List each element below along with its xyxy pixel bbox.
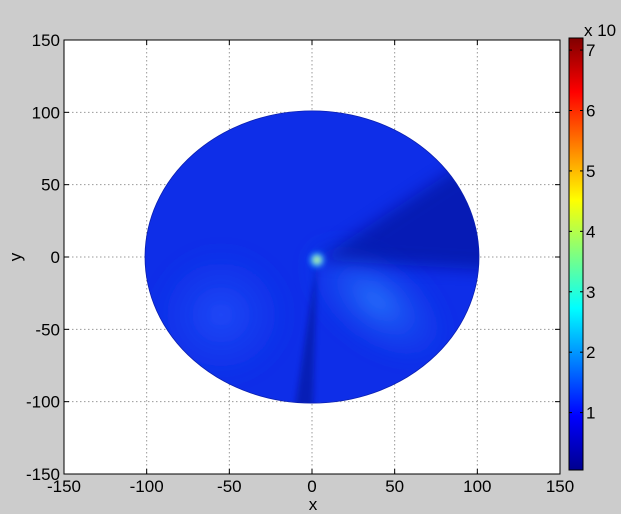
y-tick-label: -100: [26, 393, 60, 412]
y-tick-label: 100: [32, 103, 60, 122]
colorbar: [568, 37, 584, 471]
disk-outline: [144, 110, 480, 404]
y-tick-label: -150: [26, 465, 60, 484]
x-tick-label: 150: [546, 477, 574, 496]
x-tick-label: -150: [47, 477, 81, 496]
x-tick-label: -100: [130, 477, 164, 496]
y-axis-label: y: [6, 252, 25, 261]
field-south-east-lobe: [297, 230, 456, 370]
y-tick-label: 50: [41, 176, 60, 195]
field-hot-spot: [307, 250, 326, 269]
colorbar-exponent: x 10: [584, 21, 616, 40]
x-axis-ticks: -150 -100 -50 0 50 100 150: [47, 40, 574, 496]
y-axis-ticks: -150 -100 -50 0 50 100 150: [26, 31, 560, 484]
y-tick-label: 150: [32, 31, 60, 50]
colorbar-tick-label: 7: [586, 41, 595, 60]
x-tick-label: 0: [307, 477, 316, 496]
colorbar-ticks: 1 2 3 4 5 6 7: [569, 41, 595, 423]
y-tick-label: 0: [51, 248, 60, 267]
x-tick-label: 100: [463, 477, 491, 496]
colorbar-tick-label: 1: [586, 404, 595, 423]
colorbar-tick-label: 5: [586, 162, 595, 181]
colorbar-tick-label: 6: [586, 102, 595, 121]
colorbar-tick-label: 2: [586, 343, 595, 362]
y-tick-label: -50: [35, 320, 60, 339]
field-dark-wedge: [316, 131, 479, 274]
x-axis-label: x: [309, 495, 318, 514]
colorbar-tick-label: 4: [586, 222, 595, 241]
colorbar-tick-label: 3: [586, 283, 595, 302]
field-dark-ray: [282, 259, 317, 404]
x-tick-label: 50: [385, 477, 404, 496]
x-tick-label: -50: [217, 477, 242, 496]
